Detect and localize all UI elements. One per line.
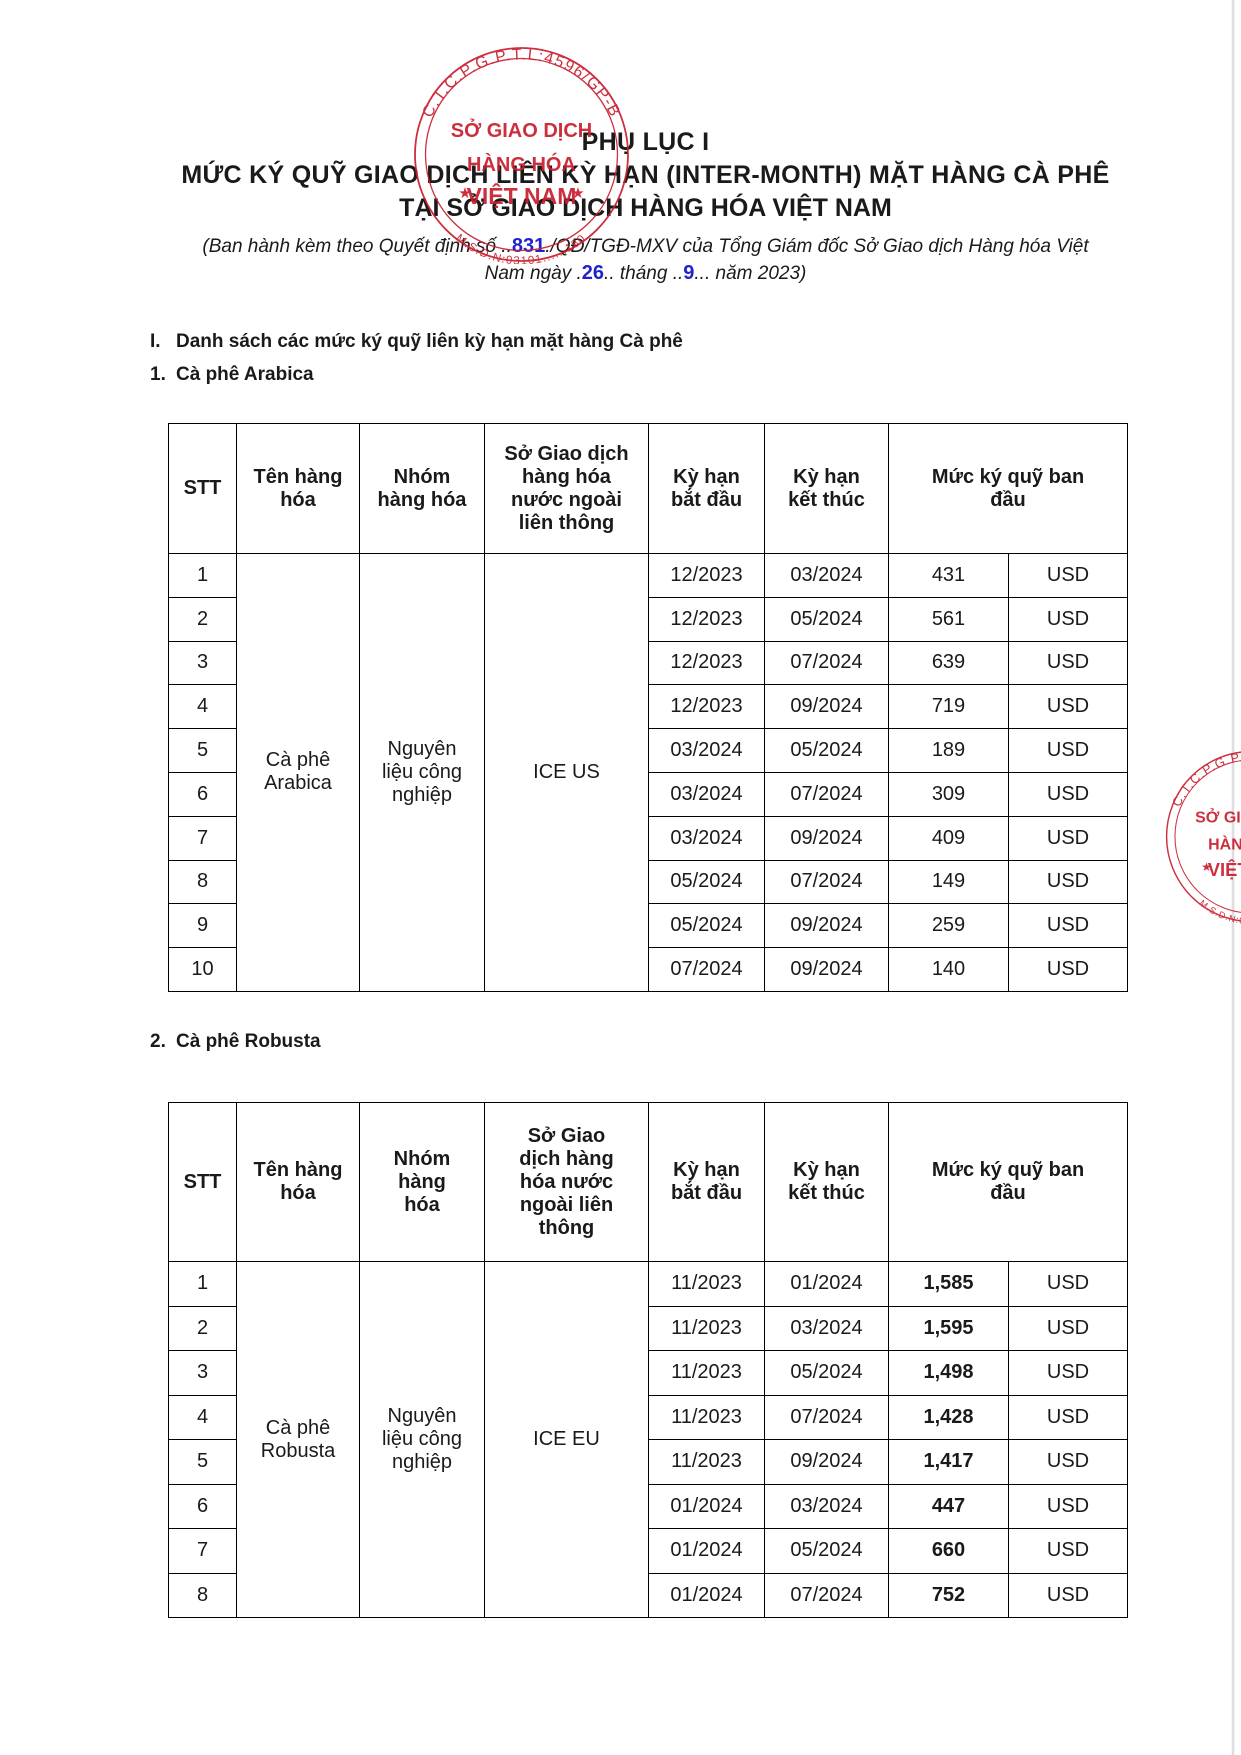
svg-text:SỞ GIAO DỊCH: SỞ GIAO DỊCH — [1195, 808, 1241, 827]
svg-text:★: ★ — [458, 185, 471, 202]
svg-text:SỞ GIAO DỊCH: SỞ GIAO DỊCH — [451, 118, 593, 142]
svg-text:C.T.C.P.G.P.T.L:4596/GP-B: C.T.C.P.G.P.T.L:4596/GP-B — [1169, 749, 1241, 809]
svg-text:VIỆT NAM: VIỆT NAM — [467, 182, 577, 209]
svg-text:HÀNG HÓA: HÀNG HÓA — [1208, 835, 1241, 854]
svg-text:C.T.C.P.G.P.T.L:4596/GP-B: C.T.C.P.G.P.T.L:4596/GP-B — [420, 46, 624, 120]
svg-text:VIỆT NAM: VIỆT NAM — [1208, 859, 1241, 880]
svg-text:★: ★ — [571, 185, 584, 202]
svg-text:HÀNG HÓA: HÀNG HÓA — [467, 152, 576, 176]
svg-text:★: ★ — [1201, 860, 1212, 874]
